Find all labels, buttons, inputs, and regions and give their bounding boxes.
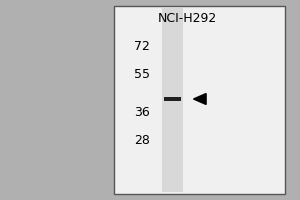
Text: 72: 72 xyxy=(134,40,150,52)
Bar xyxy=(164,97,181,101)
Text: NCI-H292: NCI-H292 xyxy=(158,12,217,25)
Bar xyxy=(162,8,183,192)
Text: 55: 55 xyxy=(134,68,150,80)
Text: 28: 28 xyxy=(134,134,150,146)
Text: 36: 36 xyxy=(134,106,150,118)
Bar xyxy=(114,6,285,194)
Polygon shape xyxy=(194,94,206,104)
